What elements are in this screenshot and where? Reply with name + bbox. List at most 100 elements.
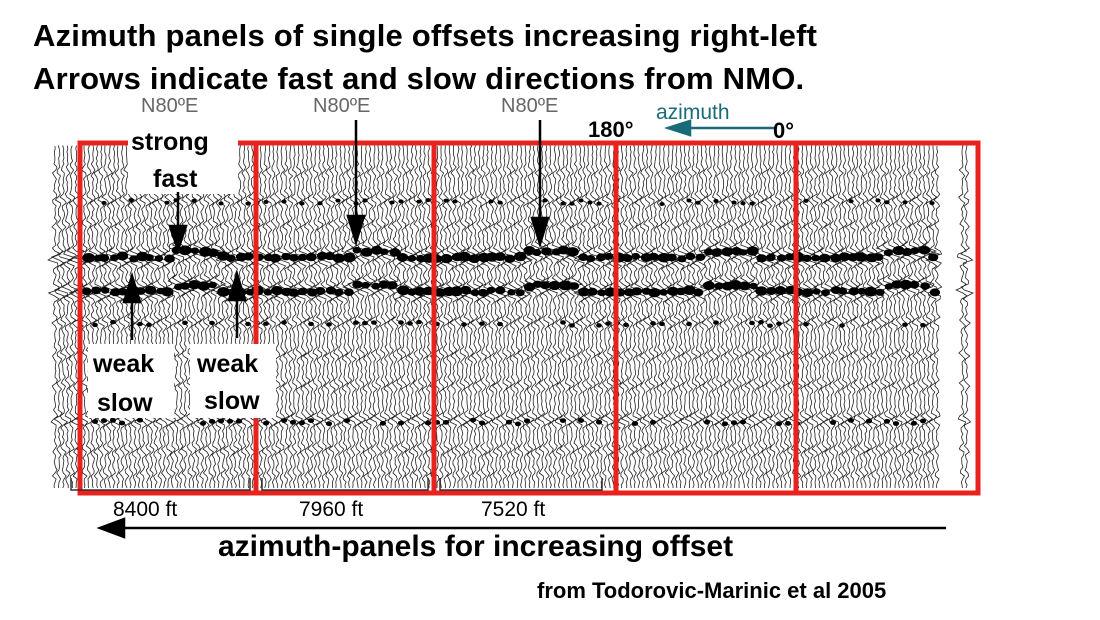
reflector-blob [560,201,566,206]
reflector-blob [765,253,776,262]
reflector-blob [271,285,283,296]
reflector-blob [117,287,128,296]
reflector-blob [505,419,513,425]
reflector-blob [416,199,422,204]
reflector-blob [488,199,494,204]
reflector-blob [596,253,607,262]
reflector-blob [648,252,659,261]
title-line-1: Azimuth panels of single offsets increas… [33,18,818,53]
reflector-blob [875,288,885,296]
reflector-blob [324,252,336,261]
reflector-blob [414,287,426,296]
reflector-blob [596,323,602,328]
offset-label-1: 8400 ft [113,498,177,521]
reflector-blob [494,252,506,261]
reflector-blob [776,254,787,262]
reflector-blob [902,200,908,205]
reflector-blob [497,321,503,327]
reflector-blob [578,287,590,297]
reflector-blob [397,420,405,426]
reflector-blob [812,288,821,295]
reflector-blob [837,287,848,295]
reflector-blob [829,420,837,425]
reflector-blob [128,198,134,203]
reflector-blob [389,248,401,257]
reflector-blob [713,320,719,325]
reflector-blob [847,418,855,423]
reflector-blob [756,254,767,263]
reflector-blob [604,252,614,260]
annotation-weak-right: weak [196,350,258,378]
reflector-blob [739,419,747,425]
reflector-blob [892,421,900,426]
reflector-blob [317,201,323,206]
reflector-blob [623,288,635,297]
azimuth-arrow [663,119,776,137]
reflector-blob [440,254,453,264]
panel-label-1: N80ºE [141,95,198,117]
reflector-blob [740,201,746,206]
reflector-blob [774,286,787,295]
reflector-blob [884,283,894,290]
reflector-blob [422,286,434,296]
reflector-blob [693,288,704,297]
reflector-blob [486,286,496,294]
reflector-blob [217,287,230,297]
reflector-blob [144,254,154,262]
reflector-blob [461,322,467,327]
reflector-blob [362,198,368,203]
reflector-blob [262,420,270,426]
reflector-blob [623,322,629,327]
reflector-blob [542,198,548,203]
reflector-blob [648,288,661,298]
reflector-blob [101,200,107,205]
reflector-blob [631,421,639,426]
reflector-blob [864,286,878,297]
reflector-blob [92,322,98,328]
reflector-blob [335,198,341,203]
reflector-blob [269,253,281,263]
reflector-blob [343,252,356,263]
reflector-blob [507,289,516,296]
reflector-blob [178,245,192,256]
reflector-blob [749,201,755,206]
reflector-blob [659,202,665,206]
reflector-blob [659,321,665,327]
increasing-offset-arrow [96,517,946,539]
reflector-blob [558,280,572,291]
reflector-blob [199,421,207,426]
reflector-blob [902,322,908,327]
source-credit: from Todorovic-Marinic et al 2005 [537,578,887,603]
reflector-blob [605,321,611,326]
reflector-blob [398,320,404,325]
slow-arrow-2 [227,269,247,338]
fast-arrow-2 [346,120,366,247]
reflector-blob [469,417,477,423]
reflector-blob [407,321,413,326]
reflector-blob [569,201,575,206]
reflector-blob [539,281,551,290]
reflector-blob [622,254,633,263]
reflector-blob [892,246,905,256]
reflector-blob [479,321,485,326]
seismic-traces [47,145,975,489]
reflector-blob [695,253,706,261]
reflector-blob [314,287,326,295]
reflector-blob [449,286,463,297]
reflector-blob [604,287,617,297]
offset-label-3: 7520 ft [481,498,545,521]
reflector-blob [263,289,273,296]
reflector-blob [577,418,585,423]
reflector-blob [899,279,913,290]
reflector-blob [180,282,190,290]
reflector-blob [738,281,751,291]
reflector-blob [109,417,117,423]
reflector-blob [398,199,404,204]
reflector-blob [326,322,332,327]
reflector-blob [514,421,522,427]
reflector-blob [566,247,579,257]
reflector-blob [442,420,450,425]
reflector-blob [386,281,398,290]
reflector-blob [208,281,217,289]
reflector-blob [82,253,96,263]
